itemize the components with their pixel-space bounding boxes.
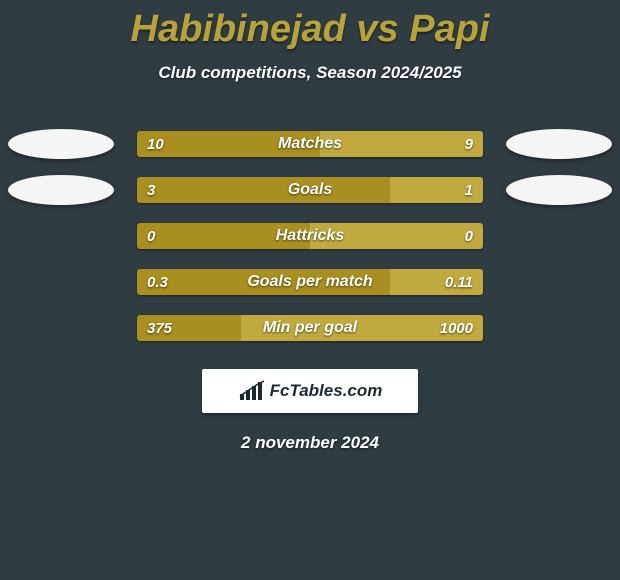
bar-label: Goals bbox=[137, 177, 483, 203]
date-text: 2 november 2024 bbox=[0, 433, 620, 453]
stat-row: 109Matches bbox=[0, 121, 620, 167]
stat-row: 00Hattricks bbox=[0, 213, 620, 259]
stat-row: 0.30.11Goals per match bbox=[0, 259, 620, 305]
bar-track: 31Goals bbox=[137, 177, 483, 203]
bar-track: 0.30.11Goals per match bbox=[137, 269, 483, 295]
comparison-bars: 109Matches 31Goals 00Hattricks 0.30.11Goals… bbox=[0, 121, 620, 351]
bar-label: Goals per match bbox=[137, 269, 483, 295]
brand-text: FcTables.com bbox=[270, 381, 383, 401]
bar-track: 3751000Min per goal bbox=[137, 315, 483, 341]
brand-bars-icon bbox=[238, 380, 266, 402]
stat-row: 31Goals bbox=[0, 167, 620, 213]
player-avatar-left bbox=[8, 175, 114, 205]
bar-label: Matches bbox=[137, 131, 483, 157]
player-avatar-right bbox=[506, 175, 612, 205]
player-avatar-left bbox=[8, 129, 114, 159]
page-title: Habibinejad vs Papi bbox=[0, 0, 620, 51]
stat-row: 3751000Min per goal bbox=[0, 305, 620, 351]
brand-badge: FcTables.com bbox=[202, 369, 418, 413]
player-avatar-right bbox=[506, 129, 612, 159]
bar-label: Hattricks bbox=[137, 223, 483, 249]
bar-track: 00Hattricks bbox=[137, 223, 483, 249]
bar-track: 109Matches bbox=[137, 131, 483, 157]
subtitle: Club competitions, Season 2024/2025 bbox=[0, 63, 620, 83]
bar-label: Min per goal bbox=[137, 315, 483, 341]
